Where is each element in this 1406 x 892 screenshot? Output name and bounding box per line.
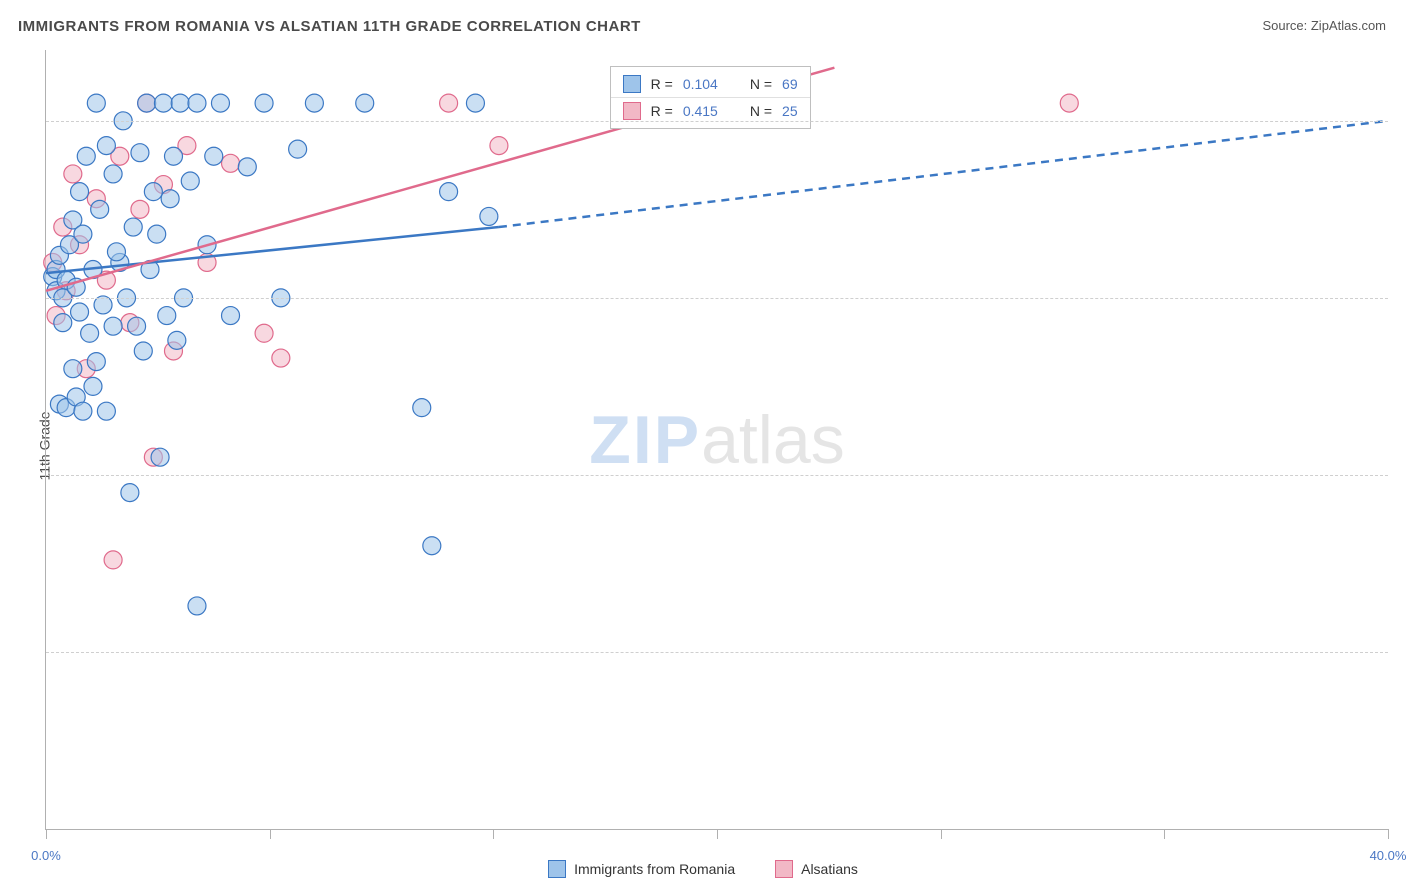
data-point xyxy=(64,360,82,378)
chart-title: IMMIGRANTS FROM ROMANIA VS ALSATIAN 11TH… xyxy=(18,18,641,35)
bottom-legend: Immigrants from Romania Alsatians xyxy=(0,860,1406,878)
data-point xyxy=(131,200,149,218)
data-point xyxy=(222,154,240,172)
legend-item-series2: Alsatians xyxy=(775,860,858,878)
data-point xyxy=(440,94,458,112)
ytick-label: 100.0% xyxy=(1396,113,1406,128)
ytick-label: 90.0% xyxy=(1396,467,1406,482)
r-label: R = xyxy=(651,103,673,119)
legend-label-series1: Immigrants from Romania xyxy=(574,861,735,877)
data-point xyxy=(87,353,105,371)
data-point xyxy=(466,94,484,112)
data-point xyxy=(440,183,458,201)
data-point xyxy=(71,183,89,201)
data-point xyxy=(161,190,179,208)
data-point xyxy=(205,147,223,165)
source-attribution: Source: ZipAtlas.com xyxy=(1262,18,1386,33)
trend-line-series1-dash xyxy=(499,121,1388,227)
n-value-series2: 25 xyxy=(782,103,798,119)
data-point xyxy=(171,94,189,112)
data-point xyxy=(138,94,156,112)
data-point xyxy=(238,158,256,176)
n-label: N = xyxy=(750,76,772,92)
data-point xyxy=(181,172,199,190)
data-point xyxy=(74,402,92,420)
n-value-series1: 69 xyxy=(782,76,798,92)
data-point xyxy=(211,94,229,112)
data-point xyxy=(104,317,122,335)
scatter-svg xyxy=(46,50,1388,829)
data-point xyxy=(151,448,169,466)
data-point xyxy=(64,165,82,183)
n-label: N = xyxy=(750,103,772,119)
data-point xyxy=(144,183,162,201)
data-point xyxy=(188,94,206,112)
data-point xyxy=(104,551,122,569)
data-point xyxy=(289,140,307,158)
data-point xyxy=(480,207,498,225)
swatch-series1 xyxy=(623,75,641,93)
data-point xyxy=(305,94,323,112)
data-point xyxy=(168,331,186,349)
swatch-series2 xyxy=(623,102,641,120)
legend-row-series2: R = 0.415 N = 25 xyxy=(611,97,810,124)
data-point xyxy=(423,537,441,555)
data-point xyxy=(128,317,146,335)
swatch-series2-bottom xyxy=(775,860,793,878)
legend-label-series2: Alsatians xyxy=(801,861,858,877)
data-point xyxy=(158,307,176,325)
data-point xyxy=(97,137,115,155)
data-point xyxy=(1060,94,1078,112)
data-point xyxy=(121,484,139,502)
data-point xyxy=(104,165,122,183)
data-point xyxy=(131,144,149,162)
chart-plot-area: ZIPatlas R = 0.104 N = 69 R = 0.415 N = … xyxy=(45,50,1388,830)
data-point xyxy=(255,94,273,112)
data-point xyxy=(188,597,206,615)
data-point xyxy=(91,200,109,218)
data-point xyxy=(74,225,92,243)
data-point xyxy=(97,402,115,420)
r-label: R = xyxy=(651,76,673,92)
ytick-label: 85.0% xyxy=(1396,644,1406,659)
data-point xyxy=(84,377,102,395)
data-point xyxy=(490,137,508,155)
correlation-legend: R = 0.104 N = 69 R = 0.415 N = 25 xyxy=(610,66,811,129)
data-point xyxy=(356,94,374,112)
data-point xyxy=(134,342,152,360)
data-point xyxy=(124,218,142,236)
data-point xyxy=(81,324,99,342)
data-point xyxy=(107,243,125,261)
r-value-series2: 0.415 xyxy=(683,103,718,119)
ytick-label: 95.0% xyxy=(1396,290,1406,305)
swatch-series1-bottom xyxy=(548,860,566,878)
data-point xyxy=(164,147,182,165)
data-point xyxy=(148,225,166,243)
data-point xyxy=(154,94,172,112)
legend-row-series1: R = 0.104 N = 69 xyxy=(611,71,810,97)
r-value-series1: 0.104 xyxy=(683,76,718,92)
data-point xyxy=(272,349,290,367)
data-point xyxy=(87,94,105,112)
data-point xyxy=(413,399,431,417)
data-point xyxy=(255,324,273,342)
data-point xyxy=(54,314,72,332)
data-point xyxy=(71,303,89,321)
data-point xyxy=(77,147,95,165)
legend-item-series1: Immigrants from Romania xyxy=(548,860,735,878)
data-point xyxy=(222,307,240,325)
